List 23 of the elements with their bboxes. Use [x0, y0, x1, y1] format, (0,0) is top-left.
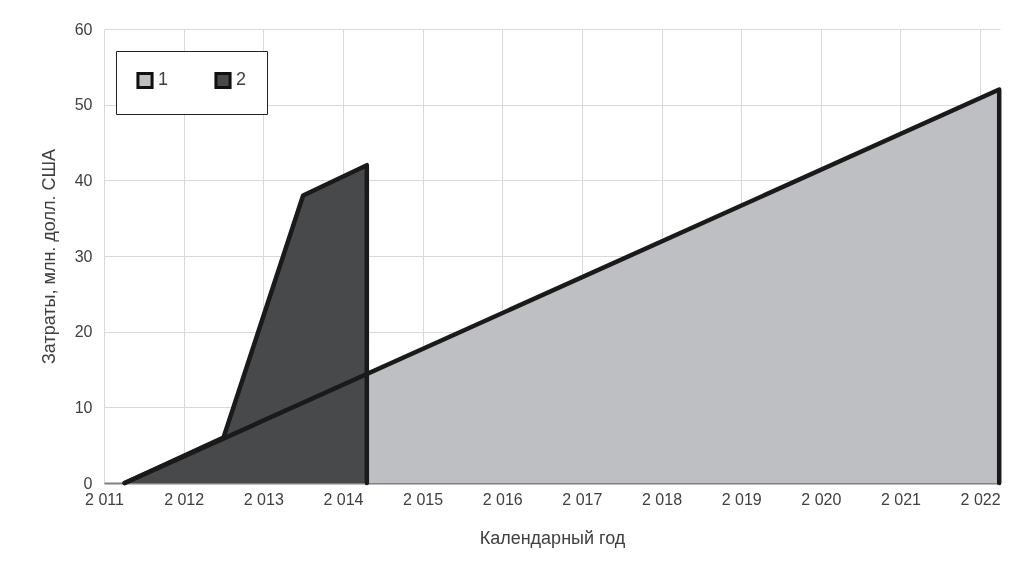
legend-label: 2: [236, 69, 247, 90]
y-tick-label: 50: [74, 96, 93, 114]
x-tick-label: 2 022: [960, 490, 1001, 508]
y-tick-label: 10: [74, 398, 93, 416]
x-tick-label: 2 013: [243, 490, 284, 508]
y-tick-label: 20: [74, 323, 93, 341]
x-tick-label: 2 016: [482, 490, 523, 508]
y-tick-label: 60: [74, 20, 93, 38]
legend-label: 1: [158, 69, 169, 90]
y-tick-label: 40: [74, 171, 93, 189]
y-axis-title: Затраты, млн. долл. США: [38, 149, 59, 364]
x-tick-label: 2 017: [562, 490, 603, 508]
x-axis-title: Календарный год: [479, 527, 626, 548]
x-tick-label: 2 019: [721, 490, 762, 508]
x-tick-label: 2 015: [403, 490, 444, 508]
x-tick-label: 2 011: [85, 490, 125, 508]
x-tick-label: 2 020: [801, 490, 842, 508]
x-tick-label: 2 012: [164, 490, 205, 508]
x-tick-label: 2 014: [323, 490, 364, 508]
x-tick-label: 2 018: [641, 490, 683, 508]
x-tick-label: 2 021: [880, 490, 922, 508]
y-tick-label: 0: [83, 474, 93, 492]
y-tick-label: 30: [74, 247, 93, 265]
